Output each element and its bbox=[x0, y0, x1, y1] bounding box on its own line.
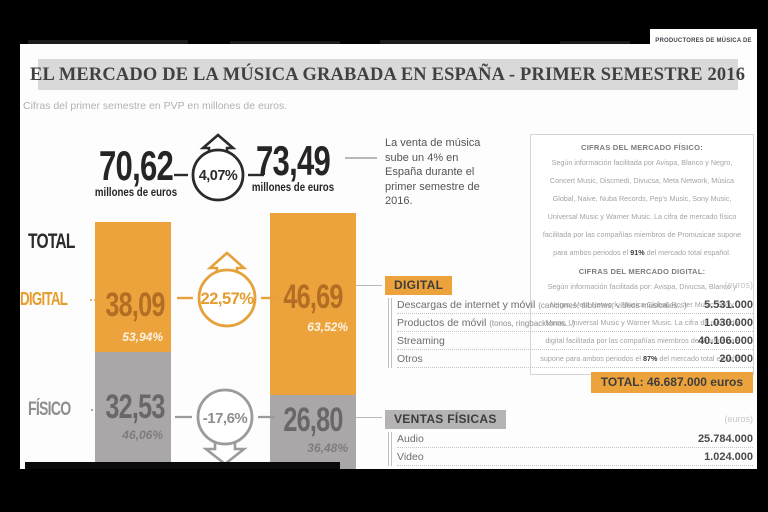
digital-methodology-tail: del mercado total español. bbox=[657, 354, 744, 363]
table-row: Streaming 40.106.000 bbox=[397, 332, 753, 350]
digital-methodology-heading: CIFRAS DEL MERCADO DIGITAL: bbox=[578, 267, 706, 276]
fisico-methodology-text: Según información facilitada por Avispa,… bbox=[543, 158, 741, 257]
fisico-label: FÍSICO bbox=[28, 399, 71, 420]
letterbox-bottom bbox=[0, 469, 768, 512]
total-change-value: 4,07% bbox=[199, 168, 238, 184]
letterbox-artifact bbox=[25, 462, 340, 470]
row-label: Productos de móvil (tonos, ringbacktonos… bbox=[397, 317, 575, 329]
digital-change-value: 22,57% bbox=[201, 290, 255, 308]
digital-table-header: DIGITAL bbox=[385, 276, 453, 295]
bar-right-fisico-pct: 36,48% bbox=[307, 441, 348, 455]
bar-right-digital: 46,69 63,52% bbox=[270, 213, 356, 395]
bar-left-digital: 38,09 53,94% bbox=[95, 222, 171, 352]
row-label: Descargas de internet y móvil (canciones… bbox=[397, 299, 687, 311]
row-label-sub: (canciones, álbumes, vídeos musicales...… bbox=[538, 301, 687, 310]
fisico-methodology-tail: del mercado total español. bbox=[644, 248, 731, 257]
page-title: EL MERCADO DE LA MÚSICA GRABADA EN ESPAÑ… bbox=[30, 63, 746, 85]
total-after-unit: millones de euros bbox=[251, 181, 335, 194]
bar-right-digital-pct: 63,52% bbox=[307, 320, 348, 334]
digital-table-unit: (euros) bbox=[724, 280, 753, 290]
fisico-share-pct: 91% bbox=[630, 248, 645, 257]
table-row: Descargas de internet y móvil (canciones… bbox=[397, 296, 753, 314]
bar-left-fisico-pct: 46,06% bbox=[122, 428, 163, 442]
row-value: 1.024.000 bbox=[704, 451, 753, 463]
row-value: 25.784.000 bbox=[697, 433, 753, 445]
row-label-text: Video bbox=[397, 451, 424, 463]
row-label-sub: (tonos, ringbacktonos...) bbox=[489, 319, 576, 328]
digital-change-badge: 22,57% bbox=[177, 251, 277, 328]
letterbox-artifact bbox=[560, 41, 630, 45]
table-row: Audio 25.784.000 bbox=[397, 430, 753, 448]
bar-left-fisico-value: 32,53 bbox=[105, 388, 165, 426]
digital-table-connector bbox=[356, 285, 382, 286]
bar-right-fisico-value: 26,80 bbox=[283, 401, 343, 439]
infographic-canvas: EL MERCADO DE LA MÚSICA GRABADA EN ESPAÑ… bbox=[20, 44, 757, 470]
fisicas-table-header: VENTAS FÍSICAS bbox=[385, 410, 506, 429]
digital-methodology-group: CIFRAS DEL MERCADO DIGITAL: Según inform… bbox=[540, 267, 744, 366]
page-subtitle: Cifras del primer semestre en PVP en mil… bbox=[23, 100, 288, 112]
fisico-change-badge: -17,6% bbox=[175, 388, 275, 466]
row-label: Video bbox=[397, 451, 424, 463]
digital-methodology-body: Según información facilitada por: Avispa… bbox=[540, 282, 739, 363]
total-after-value: 73,49 bbox=[255, 137, 331, 184]
row-value: 20.000 bbox=[719, 353, 753, 365]
methodology-box: CIFRAS DEL MERCADO FÍSICO: Según informa… bbox=[530, 134, 754, 375]
total-before-unit: millones de euros bbox=[94, 186, 178, 199]
total-before-block: 70,62 millones de euros bbox=[71, 142, 201, 199]
letterbox-artifact bbox=[28, 40, 188, 45]
row-label: Otros bbox=[397, 353, 423, 365]
table-row: Productos de móvil (tonos, ringbacktonos… bbox=[397, 314, 753, 332]
market-note: La venta de música sube un 4% en España … bbox=[385, 137, 481, 208]
digital-total-badge: TOTAL: 46.687.000 euros bbox=[590, 372, 753, 393]
table-row: Video 1.024.000 bbox=[397, 448, 753, 466]
row-label: Audio bbox=[397, 433, 424, 445]
digital-table: Descargas de internet y móvil (canciones… bbox=[388, 296, 753, 368]
table-edge-line bbox=[388, 298, 392, 368]
row-value: 40.106.000 bbox=[697, 335, 753, 347]
fisico-change-value: -17,6% bbox=[203, 410, 248, 427]
bar-right-fisico: 26,80 36,48% bbox=[270, 395, 356, 470]
row-value: 1.030.000 bbox=[704, 317, 753, 329]
bar-right-digital-value: 46,69 bbox=[283, 278, 343, 316]
table-row: Otros 20.000 bbox=[397, 350, 753, 368]
row-label-text: Streaming bbox=[397, 335, 445, 347]
table-edge-line bbox=[388, 432, 392, 466]
title-bar: EL MERCADO DE LA MÚSICA GRABADA EN ESPAÑ… bbox=[30, 59, 745, 90]
bar-left-digital-value: 38,09 bbox=[105, 286, 165, 324]
total-before-value: 70,62 bbox=[98, 142, 174, 189]
fisicas-table-connector bbox=[356, 417, 382, 418]
digital-methodology-text: Según información facilitada por: Avispa… bbox=[540, 282, 743, 363]
row-label-text: Descargas de internet y móvil bbox=[397, 299, 539, 311]
fisico-methodology-body: Según información facilitada por Avispa,… bbox=[542, 158, 742, 257]
row-value: 5.531.000 bbox=[704, 299, 753, 311]
fisico-methodology-heading: CIFRAS DEL MERCADO FÍSICO: bbox=[581, 143, 703, 152]
promusicae-logo: PRODUCTORES DE MÚSICA DE ESPAÑA bbox=[650, 29, 757, 64]
digital-label: DIGITAL bbox=[20, 289, 68, 309]
bar-left-fisico: 32,53 46,06% bbox=[95, 352, 171, 470]
row-label-text: Productos de móvil bbox=[397, 317, 490, 329]
digital-share-pct: 87% bbox=[643, 354, 658, 363]
letterbox-artifact bbox=[230, 41, 340, 45]
fisicas-table-unit: (euros) bbox=[724, 414, 753, 424]
fisicas-table: Audio 25.784.000 Video 1.024.000 bbox=[388, 430, 753, 466]
row-label-text: Otros bbox=[397, 353, 423, 365]
total-change-badge: 4,07% bbox=[174, 133, 264, 202]
total-label: TOTAL bbox=[28, 230, 75, 253]
total-after-block: 73,49 millones de euros bbox=[228, 137, 358, 194]
row-label-text: Audio bbox=[397, 433, 424, 445]
bar-left-digital-pct: 53,94% bbox=[122, 330, 163, 344]
note-connector bbox=[345, 157, 377, 159]
row-label: Streaming bbox=[397, 335, 445, 347]
letterbox-artifact bbox=[380, 40, 520, 45]
